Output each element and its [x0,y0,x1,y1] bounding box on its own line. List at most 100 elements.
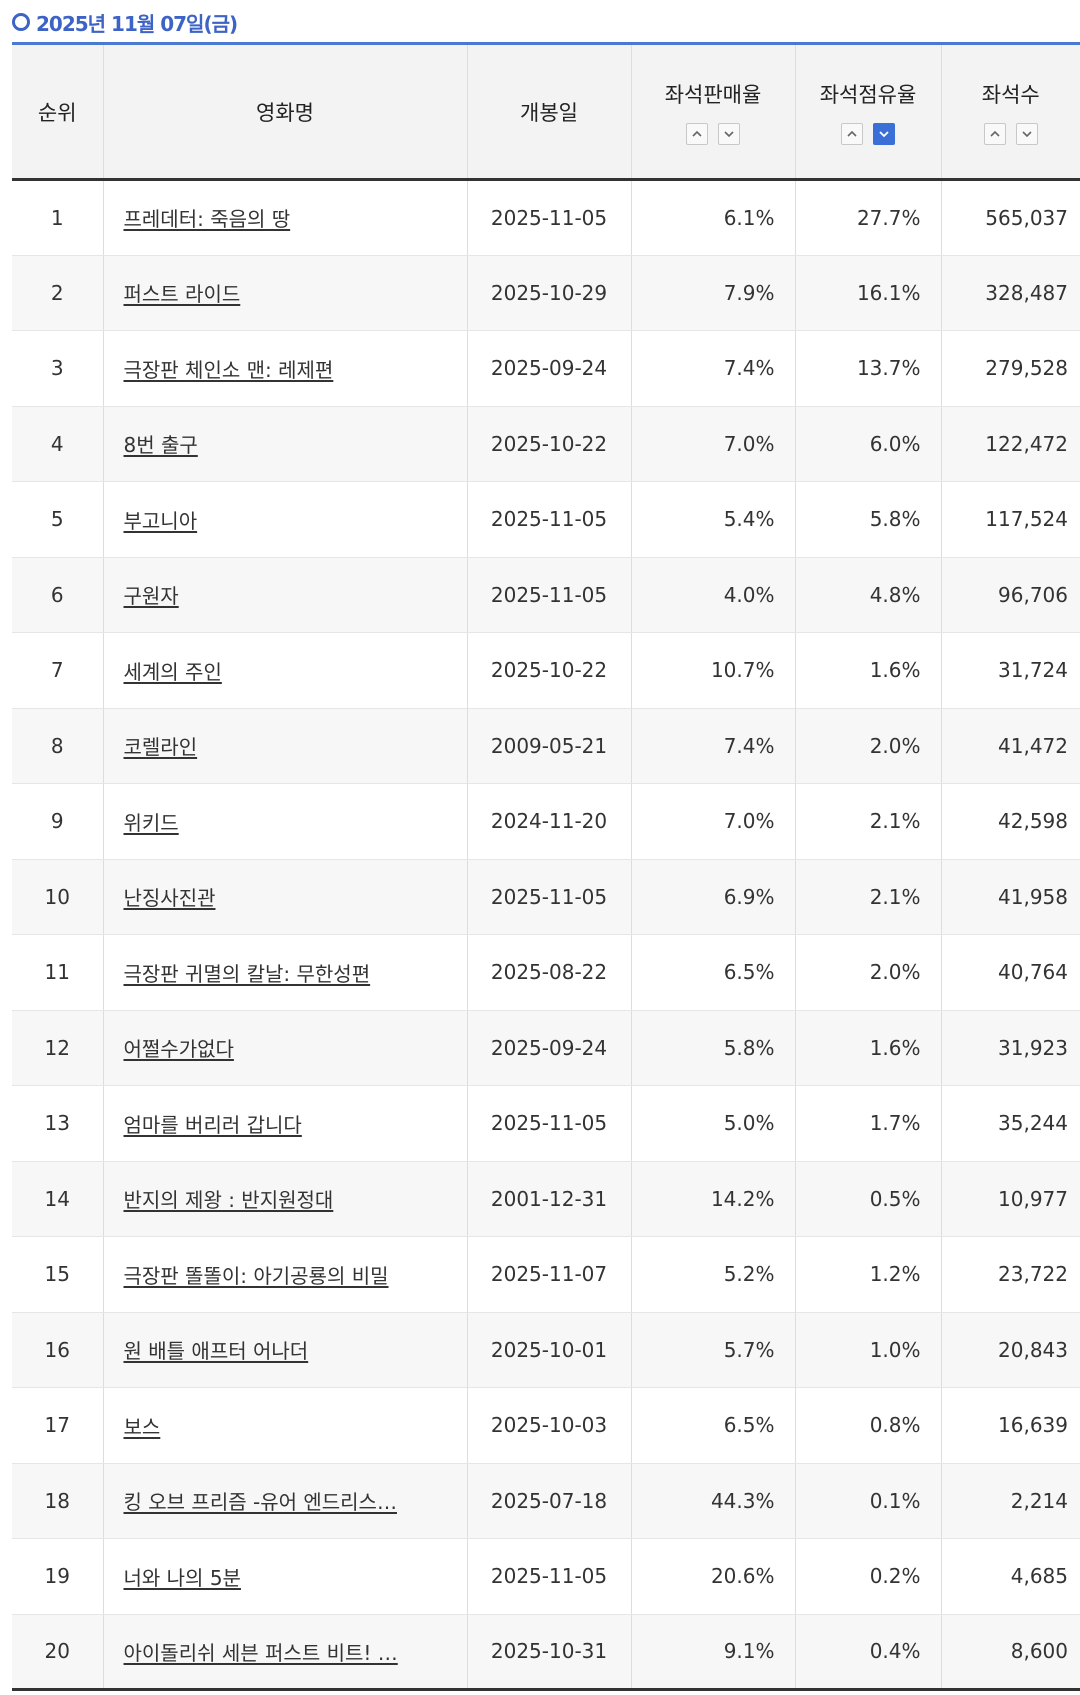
seats-cell: 10,977 [941,1161,1080,1237]
release-date-cell: 2025-09-24 [467,330,632,407]
movie-title-link[interactable]: 위키드 [123,810,179,835]
rank-cell: 3 [12,330,104,407]
chevron-down-icon [879,130,889,137]
seats-cell: 41,958 [941,859,1080,935]
table-row: 19 너와 나의 5분 2025-11-05 20.6% 0.2% 4,685 [12,1538,1080,1615]
release-date-cell: 2025-10-31 [467,1614,632,1691]
movie-title-link[interactable]: 부고니아 [123,508,198,533]
release-date-cell: 2025-10-29 [467,255,632,331]
movie-title-link[interactable]: 퍼스트 라이드 [123,282,241,307]
occupancy-rate-cell: 16.1% [795,255,942,331]
release-date-cell: 2025-11-05 [467,859,632,935]
rank-cell: 1 [12,179,104,256]
seats-cell: 23,722 [941,1236,1080,1313]
movie-title-link[interactable]: 원 배틀 애프터 어나더 [123,1339,309,1364]
occupancy-rate-cell: 27.7% [795,179,942,256]
title-cell: 보스 [103,1387,468,1464]
sales-rate-cell: 7.0% [631,783,796,860]
table-row: 14 반지의 제왕 : 반지원정대 2001-12-31 14.2% 0.5% 10,97… [12,1161,1080,1237]
circle-bullet-icon [12,13,30,31]
movie-title-link[interactable]: 엄마를 버리러 갑니다 [123,1112,302,1137]
movie-title-link[interactable]: 반지의 제왕 : 반지원정대 [123,1188,334,1213]
movie-title-link[interactable]: 보스 [123,1414,161,1439]
seats-cell: 35,244 [941,1085,1080,1162]
rank-cell: 18 [12,1463,104,1539]
release-date-cell: 2025-10-01 [467,1312,632,1388]
table-row: 7 세계의 주인 2025-10-22 10.7% 1.6% 31,724 [12,632,1080,709]
occupancy-rate-cell: 1.6% [795,632,942,709]
date-header: 2025년 11월 07일(금) [12,7,238,37]
release-date-cell: 2025-11-05 [467,557,632,633]
seats-cell: 41,472 [941,708,1080,784]
date-label: 2025년 11월 07일(금) [36,11,238,36]
title-cell: 위키드 [103,783,468,860]
seats-cell: 2,214 [941,1463,1080,1539]
movie-title-link[interactable]: 너와 나의 5분 [123,1565,241,1590]
movie-title-link[interactable]: 아이돌리쉬 세븐 퍼스트 비트! … [123,1640,398,1665]
movie-title-link[interactable]: 프레데터: 죽음의 땅 [123,207,291,232]
occupancy-rate-cell: 1.7% [795,1085,942,1162]
release-date-cell: 2025-10-22 [467,406,632,482]
title-cell: 8번 출구 [103,406,468,482]
occupancy-rate-cell: 2.1% [795,783,942,860]
rank-cell: 15 [12,1236,104,1313]
boxoffice-table-container: 순위 영화명 개봉일 좌석판매율 좌석점유율 [12,42,1080,1691]
release-date-cell: 2025-11-07 [467,1236,632,1313]
occupancy-rate-cell: 1.2% [795,1236,942,1313]
occupancy-rate-cell: 1.6% [795,1010,942,1086]
sales-rate-cell: 9.1% [631,1614,796,1691]
title-cell: 퍼스트 라이드 [103,255,468,331]
table-row: 17 보스 2025-10-03 6.5% 0.8% 16,639 [12,1387,1080,1464]
seats-cell: 117,524 [941,481,1080,558]
seats-cell: 20,843 [941,1312,1080,1388]
release-date-cell: 2025-11-05 [467,1085,632,1162]
title-cell: 원 배틀 애프터 어나더 [103,1312,468,1388]
column-header-seats: 좌석수 [941,42,1080,181]
rank-cell: 10 [12,859,104,935]
table-header-row: 순위 영화명 개봉일 좌석판매율 좌석점유율 [12,42,1080,181]
occupancy-rate-cell: 1.0% [795,1312,942,1388]
sales-rate-cell: 5.0% [631,1085,796,1162]
movie-title-link[interactable]: 극장판 귀멸의 칼날: 무한성편 [123,961,371,986]
seats-cell: 122,472 [941,406,1080,482]
movie-title-link[interactable]: 코렐라인 [123,735,198,760]
release-date-cell: 2025-09-24 [467,1010,632,1086]
sales-rate-cell: 6.5% [631,934,796,1011]
occupancy-rate-cell: 0.4% [795,1614,942,1691]
table-row: 20 아이돌리쉬 세븐 퍼스트 비트! … 2025-10-31 9.1% 0.4% 8,… [12,1614,1080,1691]
column-header-rank: 순위 [12,42,104,181]
table-row: 12 어쩔수가없다 2025-09-24 5.8% 1.6% 31,923 [12,1010,1080,1086]
seats-cell: 16,639 [941,1387,1080,1464]
movie-title-link[interactable]: 세계의 주인 [123,659,222,684]
occupancy-rate-cell: 0.8% [795,1387,942,1464]
movie-title-link[interactable]: 8번 출구 [123,433,198,458]
sort-seats-desc-button[interactable] [1015,122,1038,145]
rank-cell: 17 [12,1387,104,1464]
title-cell: 구원자 [103,557,468,633]
sort-occupancy-asc-button[interactable] [841,122,863,145]
occupancy-rate-cell: 4.8% [795,557,942,633]
sales-rate-cell: 6.5% [631,1387,796,1464]
table-row: 5 부고니아 2025-11-05 5.4% 5.8% 117,524 [12,481,1080,558]
rank-cell: 16 [12,1312,104,1388]
movie-title-link[interactable]: 극장판 똘똘이: 아기공룡의 비밀 [123,1263,389,1288]
table-body: 1 프레데터: 죽음의 땅 2025-11-05 6.1% 27.7% 565,037 2 퍼… [12,179,1080,1691]
occupancy-rate-cell: 0.1% [795,1463,942,1539]
sort-occupancy-desc-button[interactable] [873,122,895,145]
sort-seats-asc-button[interactable] [983,122,1006,145]
title-cell: 코렐라인 [103,708,468,784]
rank-cell: 5 [12,481,104,558]
movie-title-link[interactable]: 극장판 체인소 맨: 레제편 [123,357,334,382]
sort-sales-desc-button[interactable] [718,122,740,145]
movie-title-link[interactable]: 구원자 [123,584,179,609]
title-cell: 엄마를 버리러 갑니다 [103,1085,468,1162]
release-date-cell: 2025-11-05 [467,179,632,256]
movie-title-link[interactable]: 난징사진관 [123,886,216,911]
movie-title-link[interactable]: 어쩔수가없다 [123,1037,234,1062]
sales-rate-cell: 5.2% [631,1236,796,1313]
release-date-cell: 2024-11-20 [467,783,632,860]
movie-title-link[interactable]: 킹 오브 프리즘 -유어 엔드리스… [123,1490,397,1515]
sales-rate-cell: 5.7% [631,1312,796,1388]
sales-rate-cell: 44.3% [631,1463,796,1539]
sort-sales-asc-button[interactable] [686,122,708,145]
